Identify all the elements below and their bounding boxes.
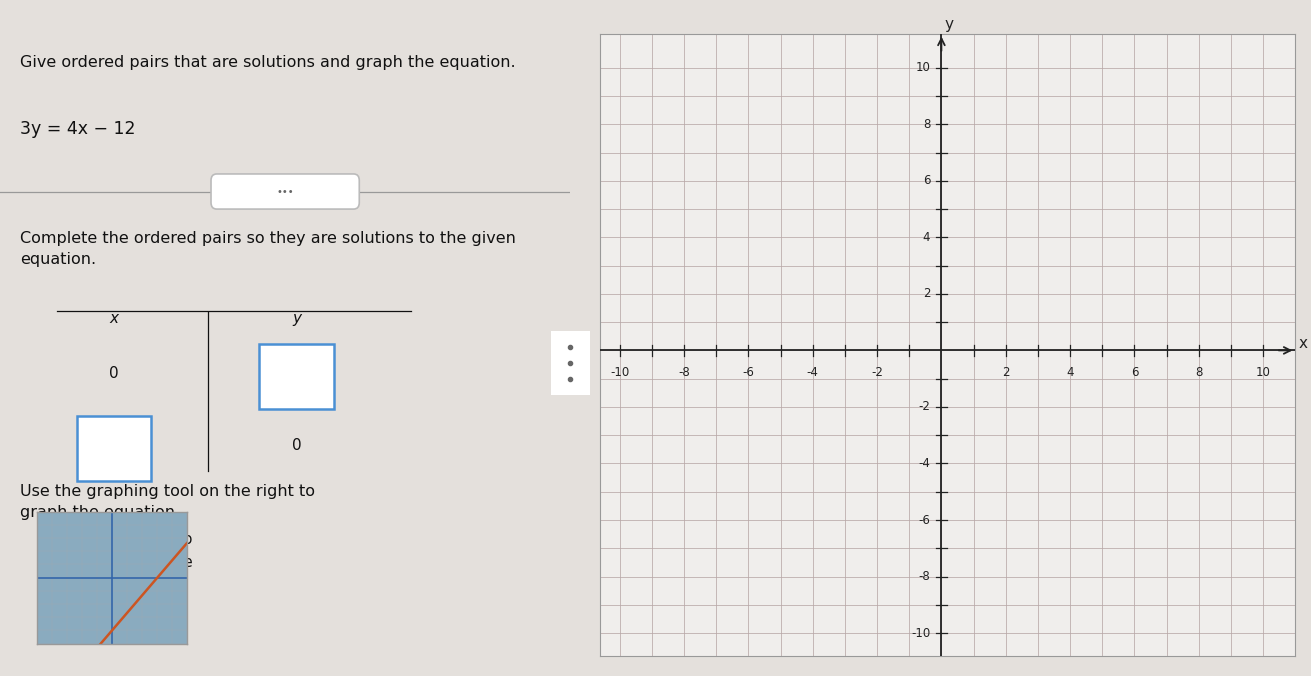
Text: -6: -6 [918, 514, 931, 527]
Text: -8: -8 [678, 366, 690, 379]
Text: 6: 6 [1130, 366, 1138, 379]
Text: 2: 2 [1002, 366, 1009, 379]
Text: y: y [945, 18, 954, 32]
Text: x: x [1298, 336, 1307, 351]
Text: 10: 10 [1256, 366, 1270, 379]
FancyBboxPatch shape [260, 344, 333, 410]
Text: -4: -4 [918, 457, 931, 470]
Text: •••: ••• [277, 187, 294, 197]
Text: 0: 0 [109, 366, 119, 381]
Text: 4: 4 [1066, 366, 1074, 379]
FancyBboxPatch shape [77, 416, 151, 481]
Text: 6: 6 [923, 174, 931, 187]
Text: x: x [110, 311, 118, 326]
Text: -10: -10 [911, 627, 931, 639]
Text: Use the graphing tool on the right to
graph the equation.: Use the graphing tool on the right to gr… [20, 484, 315, 520]
Text: -6: -6 [742, 366, 754, 379]
Text: y: y [292, 311, 302, 326]
Text: 8: 8 [923, 118, 931, 130]
Text: -2: -2 [871, 366, 884, 379]
Text: -10: -10 [610, 366, 629, 379]
Text: 8: 8 [1196, 366, 1202, 379]
Text: 10: 10 [915, 62, 931, 74]
Text: 3y = 4x − 12: 3y = 4x − 12 [20, 120, 135, 138]
FancyBboxPatch shape [549, 328, 591, 399]
Text: Give ordered pairs that are solutions and graph the equation.: Give ordered pairs that are solutions an… [20, 55, 515, 70]
Text: Click to
enlarge
graph: Click to enlarge graph [138, 533, 193, 592]
Text: Complete the ordered pairs so they are solutions to the given
equation.: Complete the ordered pairs so they are s… [20, 231, 515, 266]
Text: 2: 2 [923, 287, 931, 300]
Text: -8: -8 [919, 570, 931, 583]
FancyBboxPatch shape [211, 174, 359, 209]
Text: 0: 0 [292, 437, 302, 453]
Text: -2: -2 [918, 400, 931, 414]
Text: -4: -4 [806, 366, 818, 379]
Text: 4: 4 [923, 231, 931, 244]
